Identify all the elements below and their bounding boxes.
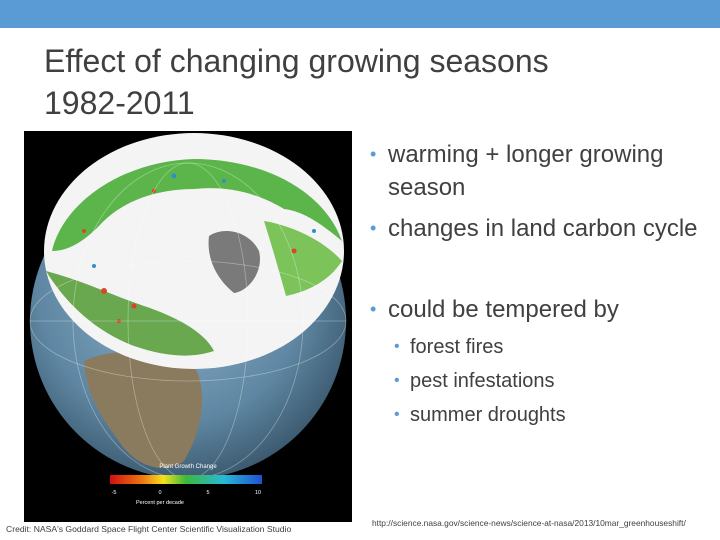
sub-bullet-text: pest infestations bbox=[410, 370, 555, 392]
sub-bullet-dot-icon: • bbox=[394, 406, 400, 423]
sub-bullet-item: • summer droughts bbox=[366, 398, 716, 432]
slide-title-line2: 1982-2011 bbox=[44, 85, 195, 121]
bullet-dot-icon: • bbox=[370, 218, 377, 238]
legend-tick-label: -5 bbox=[112, 490, 117, 496]
vegetation-band-east bbox=[264, 221, 342, 296]
sub-bullet-item: • pest infestations bbox=[366, 364, 716, 398]
bullet-list: • warming + longer growing season • chan… bbox=[366, 138, 716, 432]
land-continent bbox=[84, 351, 203, 469]
vegetation-band-west bbox=[46, 271, 214, 356]
legend-color-bar bbox=[110, 475, 262, 484]
legend-tick-label: 10 bbox=[255, 490, 261, 496]
vegetation-band-north bbox=[52, 159, 342, 251]
greenland-shape bbox=[208, 231, 260, 293]
legend-tick-label: 0 bbox=[158, 490, 161, 496]
image-credit: Credit: NASA's Goddard Space Flight Cent… bbox=[6, 524, 292, 534]
increase-speckles bbox=[92, 173, 316, 268]
globe-image: Plant Growth Change -5 0 5 10 Percent pe… bbox=[24, 131, 352, 522]
bullet-text: changes in land carbon cycle bbox=[388, 215, 698, 242]
bullet-dot-icon: • bbox=[370, 144, 377, 164]
sub-bullet-dot-icon: • bbox=[394, 338, 400, 355]
bullet-item: • could be tempered by bbox=[366, 293, 716, 326]
sub-bullet-text: forest fires bbox=[410, 336, 504, 358]
sub-bullet-dot-icon: • bbox=[394, 372, 400, 389]
bullet-text: warming + longer growing season bbox=[388, 141, 664, 201]
legend-title: Plant Growth Change bbox=[159, 464, 217, 470]
legend-unit: Percent per decade bbox=[136, 500, 184, 506]
globe-visualization: Plant Growth Change -5 0 5 10 Percent pe… bbox=[29, 133, 347, 506]
decline-speckles bbox=[82, 189, 297, 323]
slide-title-line1: Effect of changing growing seasons bbox=[44, 43, 549, 79]
sub-bullet-text: summer droughts bbox=[410, 404, 566, 426]
bullet-text: could be tempered by bbox=[388, 296, 619, 323]
legend-tick-label: 5 bbox=[206, 490, 209, 496]
bullet-dot-icon: • bbox=[370, 299, 377, 319]
sub-bullet-item: • forest fires bbox=[366, 330, 716, 364]
slide-title: Effect of changing growing seasons 1982-… bbox=[44, 40, 644, 124]
bullet-item: • warming + longer growing season bbox=[366, 138, 698, 204]
bullet-item: • changes in land carbon cycle bbox=[366, 212, 716, 245]
source-url: http://science.nasa.gov/science-news/sci… bbox=[372, 518, 686, 528]
top-accent-bar bbox=[0, 0, 720, 28]
